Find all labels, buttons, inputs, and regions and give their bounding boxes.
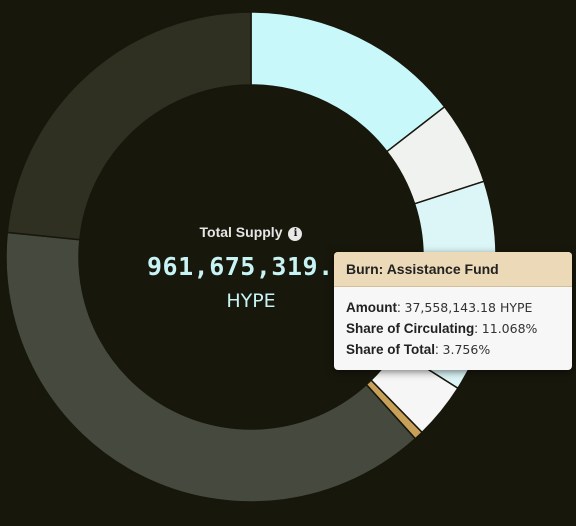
total-supply-unit: HYPE [226,290,276,312]
total-supply-value: 961,675,319.2 [147,252,350,281]
tooltip-share-total-value: 3.756% [442,342,491,357]
donut-slice-6[interactable] [5,231,417,503]
donut-slice-7[interactable] [6,11,252,241]
tooltip-title: Burn: Assistance Fund [334,252,572,287]
tooltip-amount-label: Amount [346,300,397,315]
tooltip-share-total-label: Share of Total [346,342,436,357]
chart-tooltip: Burn: Assistance Fund Amount: 37,558,143… [334,252,572,370]
tooltip-body: Amount: 37,558,143.18 HYPE Share of Circ… [334,287,572,370]
tooltip-share-circulating-label: Share of Circulating [346,321,475,336]
total-supply-label: Total Supply [199,224,283,240]
info-icon[interactable]: i [288,227,303,241]
total-supply-label-row: Total Supply i [131,224,371,241]
tooltip-row-share-circulating: Share of Circulating: 11.068% [346,321,538,336]
tooltip-share-circulating-value: 11.068% [481,321,538,336]
tooltip-row-amount: Amount: 37,558,143.18 HYPE [346,300,533,315]
tooltip-row-share-total: Share of Total: 3.756% [346,342,491,357]
tooltip-amount-value: 37,558,143.18 HYPE [404,300,533,315]
